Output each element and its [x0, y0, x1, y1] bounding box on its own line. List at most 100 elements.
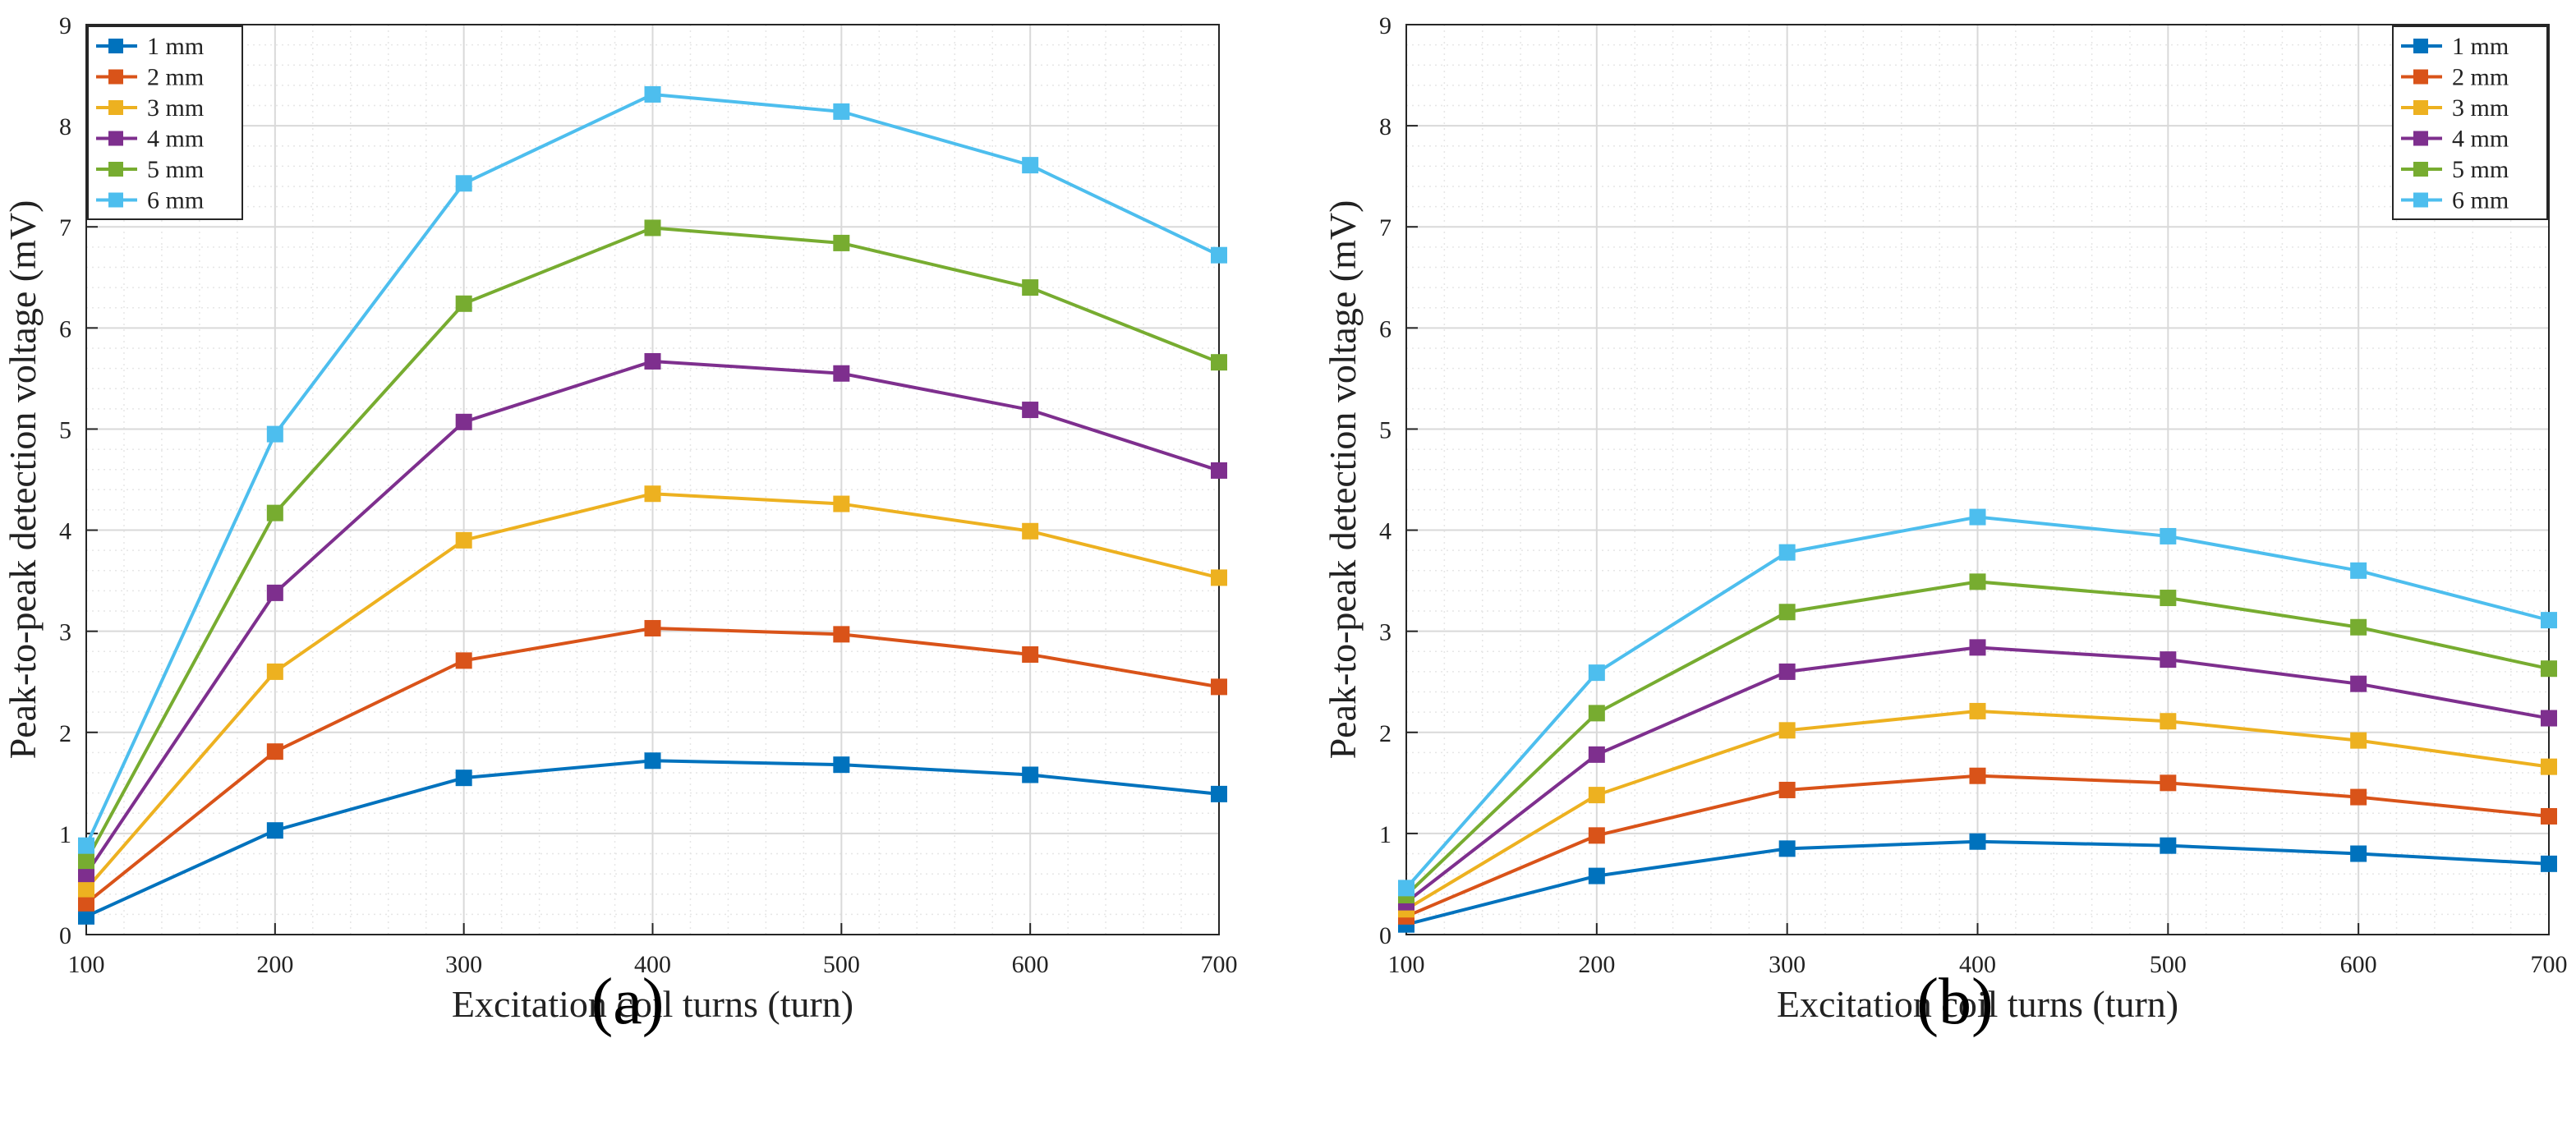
y-tick-label: 9	[59, 12, 71, 39]
data-point-3-mm	[644, 485, 661, 503]
data-point-6-mm	[833, 103, 850, 120]
data-point-4-mm	[644, 352, 661, 370]
panel-label-b: (b)	[1916, 966, 1994, 1038]
data-point-4-mm	[2350, 675, 2367, 692]
data-point-1-mm	[1969, 833, 1986, 850]
data-point-2-mm	[1022, 646, 1039, 663]
data-point-5-mm	[833, 234, 850, 251]
chart-a: 100 200 300 400 500 600 700 0 1 2 3 4 5 6 7 8 9 Excitatio…	[2, 12, 1238, 1025]
data-point-3-mm	[2541, 758, 2557, 775]
legend-label: 6 mm	[147, 187, 204, 214]
data-point-4-mm	[2160, 651, 2177, 668]
data-point-1-mm	[78, 907, 94, 925]
x-tick-label: 500	[2150, 951, 2187, 978]
data-point-3-mm	[1969, 702, 1986, 719]
x-tick-label: 700	[1201, 951, 1238, 978]
y-tick-label: 4	[1379, 518, 1392, 545]
y-tick-label: 0	[1379, 922, 1392, 949]
data-point-4-mm	[833, 365, 850, 382]
data-point-4-mm	[1969, 639, 1986, 656]
legend-label: 4 mm	[2452, 126, 2509, 153]
legend-label: 3 mm	[2452, 94, 2509, 122]
legend-box	[87, 25, 243, 220]
data-point-2-mm	[2160, 774, 2177, 792]
legend-label: 5 mm	[147, 156, 204, 183]
data-point-5-mm	[266, 504, 283, 521]
data-point-3-mm	[2350, 732, 2367, 749]
x-tick-label: 200	[256, 951, 293, 978]
data-point-4-mm	[266, 584, 283, 601]
x-tick-label: 300	[445, 951, 482, 978]
data-point-2-mm	[78, 894, 94, 912]
data-point-1-mm	[2350, 845, 2367, 862]
data-point-5-mm	[1969, 573, 1986, 590]
data-point-2-mm	[266, 743, 283, 760]
y-tick-label: 6	[59, 315, 71, 342]
legend-marker	[2413, 69, 2428, 85]
data-point-5-mm	[78, 852, 94, 870]
data-point-2-mm	[1211, 678, 1227, 696]
x-tick-label: 200	[1578, 951, 1615, 978]
data-point-6-mm	[1588, 664, 1605, 682]
data-point-6-mm	[1398, 880, 1414, 897]
data-point-1-mm	[2160, 837, 2177, 854]
x-axis-label: Excitation coil turns (turn)	[452, 983, 853, 1025]
x-tick-label: 500	[823, 951, 860, 978]
y-tick-label: 3	[59, 619, 71, 646]
data-point-5-mm	[1022, 279, 1039, 296]
y-tick-label: 5	[1379, 416, 1392, 443]
y-tick-label: 8	[59, 113, 71, 140]
data-point-6-mm	[644, 85, 661, 103]
data-point-2-mm	[2350, 788, 2367, 806]
data-point-1-mm	[1211, 785, 1227, 802]
data-point-2-mm	[1778, 781, 1796, 798]
x-tick-label: 600	[1012, 951, 1049, 978]
legend-marker	[108, 131, 123, 146]
x-tick-label: 400	[634, 951, 671, 978]
data-point-2-mm	[455, 652, 472, 669]
data-point-5-mm	[2160, 590, 2177, 607]
legend-marker	[2413, 100, 2428, 115]
x-tick-label: 700	[2531, 951, 2568, 978]
data-point-6-mm	[2160, 527, 2177, 544]
data-point-5-mm	[1211, 354, 1227, 371]
data-point-1-mm	[455, 770, 472, 787]
data-point-1-mm	[1588, 867, 1605, 884]
y-tick-label: 0	[59, 922, 71, 949]
x-tick-label: 300	[1769, 951, 1806, 978]
legend-marker	[2413, 192, 2428, 208]
data-point-4-mm	[2541, 710, 2557, 727]
data-point-5-mm	[2541, 660, 2557, 678]
data-point-2-mm	[1588, 827, 1605, 844]
x-tick-label: 600	[2340, 951, 2377, 978]
data-point-4-mm	[1022, 402, 1039, 419]
y-tick-label: 1	[1379, 821, 1392, 848]
data-point-3-mm	[1588, 787, 1605, 804]
chart-b: 100 200 300 400 500 600 700 0 1 2 3 4 5 6 7 8 9 Excitatio…	[1322, 12, 2568, 1025]
data-point-3-mm	[1778, 722, 1796, 739]
data-point-5-mm	[2350, 618, 2367, 636]
data-point-1-mm	[2541, 855, 2557, 872]
y-tick-label: 9	[1379, 12, 1392, 39]
data-point-1-mm	[644, 752, 661, 770]
data-point-3-mm	[266, 663, 283, 680]
legend-marker	[108, 69, 123, 85]
y-tick-label: 2	[1379, 720, 1392, 747]
data-point-6-mm	[2350, 562, 2367, 579]
y-tick-label: 7	[1379, 214, 1392, 241]
legend-marker	[2413, 162, 2428, 177]
y-tick-label: 4	[59, 518, 71, 545]
data-point-1-mm	[833, 756, 850, 774]
data-point-4-mm	[78, 866, 94, 883]
y-tick-label: 8	[1379, 113, 1392, 140]
x-tick-label: 100	[68, 951, 105, 978]
data-point-1-mm	[1778, 840, 1796, 857]
data-point-3-mm	[455, 531, 472, 549]
data-point-5-mm	[1778, 604, 1796, 621]
data-point-3-mm	[1022, 522, 1039, 540]
legend-marker	[108, 100, 123, 115]
legend-marker	[108, 162, 123, 177]
data-point-6-mm	[1778, 544, 1796, 561]
legend-label: 1 mm	[147, 33, 204, 60]
